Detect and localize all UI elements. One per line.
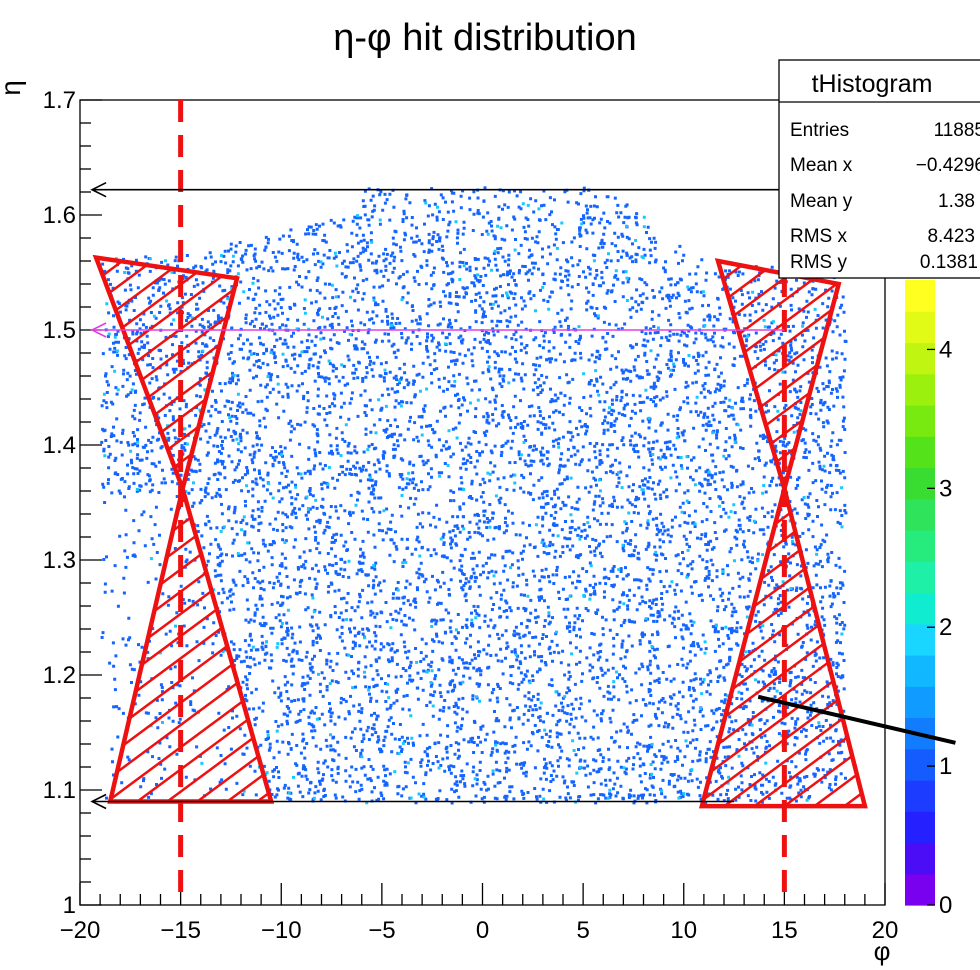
y-tick-label: 1.7 <box>43 87 76 114</box>
x-tick-label: −5 <box>368 917 395 944</box>
x-tick-label: 10 <box>670 917 697 944</box>
x-tick-label: −20 <box>60 917 101 944</box>
color-scale-tick-label: 0 <box>939 892 952 919</box>
color-scale-segment <box>905 467 935 500</box>
color-scale-segment <box>905 873 935 906</box>
hatched-region-outline <box>92 254 240 497</box>
color-scale-segment <box>905 530 935 562</box>
color-scale-segment <box>905 561 935 594</box>
color-scale-segment <box>905 623 935 656</box>
color-scale-segment <box>905 686 935 719</box>
pointer-line <box>757 694 956 745</box>
x-tick-label: 15 <box>771 917 798 944</box>
stats-mean-y-label: Mean y <box>790 191 853 212</box>
x-tick-label: 5 <box>576 917 589 944</box>
color-scale-tick-label: 4 <box>939 336 952 363</box>
color-scale-segment <box>905 342 935 375</box>
chart-title: η-φ hit distribution <box>333 17 636 59</box>
y-tick-label: 1.2 <box>43 662 76 689</box>
color-scale-tick-label: 2 <box>939 614 952 641</box>
color-scale-tick-label: 3 <box>939 475 952 502</box>
color-scale-segment <box>905 436 935 469</box>
x-tick-label: 20 <box>872 917 899 944</box>
stats-box-frame <box>778 59 980 279</box>
color-scale-bar <box>905 280 935 906</box>
arrow-head <box>90 322 107 338</box>
hatched-region-outline <box>698 488 868 809</box>
stats-rms-x-label: RMS x <box>790 226 848 247</box>
x-tick-label: −10 <box>261 917 302 944</box>
hatched-region-outline <box>714 258 842 498</box>
y-tick-label: 1.1 <box>43 777 76 804</box>
color-scale-segment <box>905 811 935 844</box>
y-tick-label: 1.4 <box>43 432 76 459</box>
stats-mean-x-label: Mean x <box>790 155 853 176</box>
x-tick-label: 0 <box>476 917 489 944</box>
arrow-head <box>90 793 107 810</box>
color-scale-segment <box>905 780 935 812</box>
stats-mean-x-value: −0.4296 <box>916 155 980 176</box>
color-scale-ticks: 0 1 2 3 4 <box>927 336 952 919</box>
axis-ticks: −20 −15 −10 −5 0 5 10 15 20 1 1.1 1.2 1.3 1.4 1.5 1.6 1.… <box>43 87 899 944</box>
stats-mean-y-value: 1.38 <box>938 191 975 212</box>
color-scale-segment <box>905 311 935 344</box>
color-scale-segment <box>905 842 935 875</box>
y-tick-label: 1.6 <box>43 202 76 229</box>
color-scale-segment <box>905 655 935 687</box>
color-scale-segment <box>905 748 935 781</box>
y-tick-label: 1 <box>63 892 76 919</box>
stats-entries-label: Entries <box>790 120 849 141</box>
x-axis-label: φ <box>874 936 891 966</box>
stats-entries-value: 11885 <box>934 120 980 141</box>
color-scale-tick-label: 1 <box>939 753 952 780</box>
stats-box-title: tHistogram <box>812 70 933 98</box>
color-scale-segment <box>905 373 935 406</box>
y-axis-label: η <box>0 80 26 96</box>
arrow-head <box>90 181 107 198</box>
stats-rms-y-value: 0.1381 <box>920 252 978 273</box>
stats-rms-y-label: RMS y <box>790 252 848 273</box>
color-scale-segment <box>905 405 935 437</box>
stats-box: tHistogram Entries 11885 Mean x −0.4296 … <box>778 59 980 279</box>
color-scale-segment <box>905 280 935 312</box>
stats-rms-x-value: 8.423 <box>927 226 975 247</box>
color-scale-segment <box>905 592 935 625</box>
color-scale-segment <box>905 498 935 531</box>
y-tick-label: 1.5 <box>43 317 76 344</box>
x-tick-label: −15 <box>160 917 201 944</box>
y-tick-label: 1.3 <box>43 547 76 574</box>
